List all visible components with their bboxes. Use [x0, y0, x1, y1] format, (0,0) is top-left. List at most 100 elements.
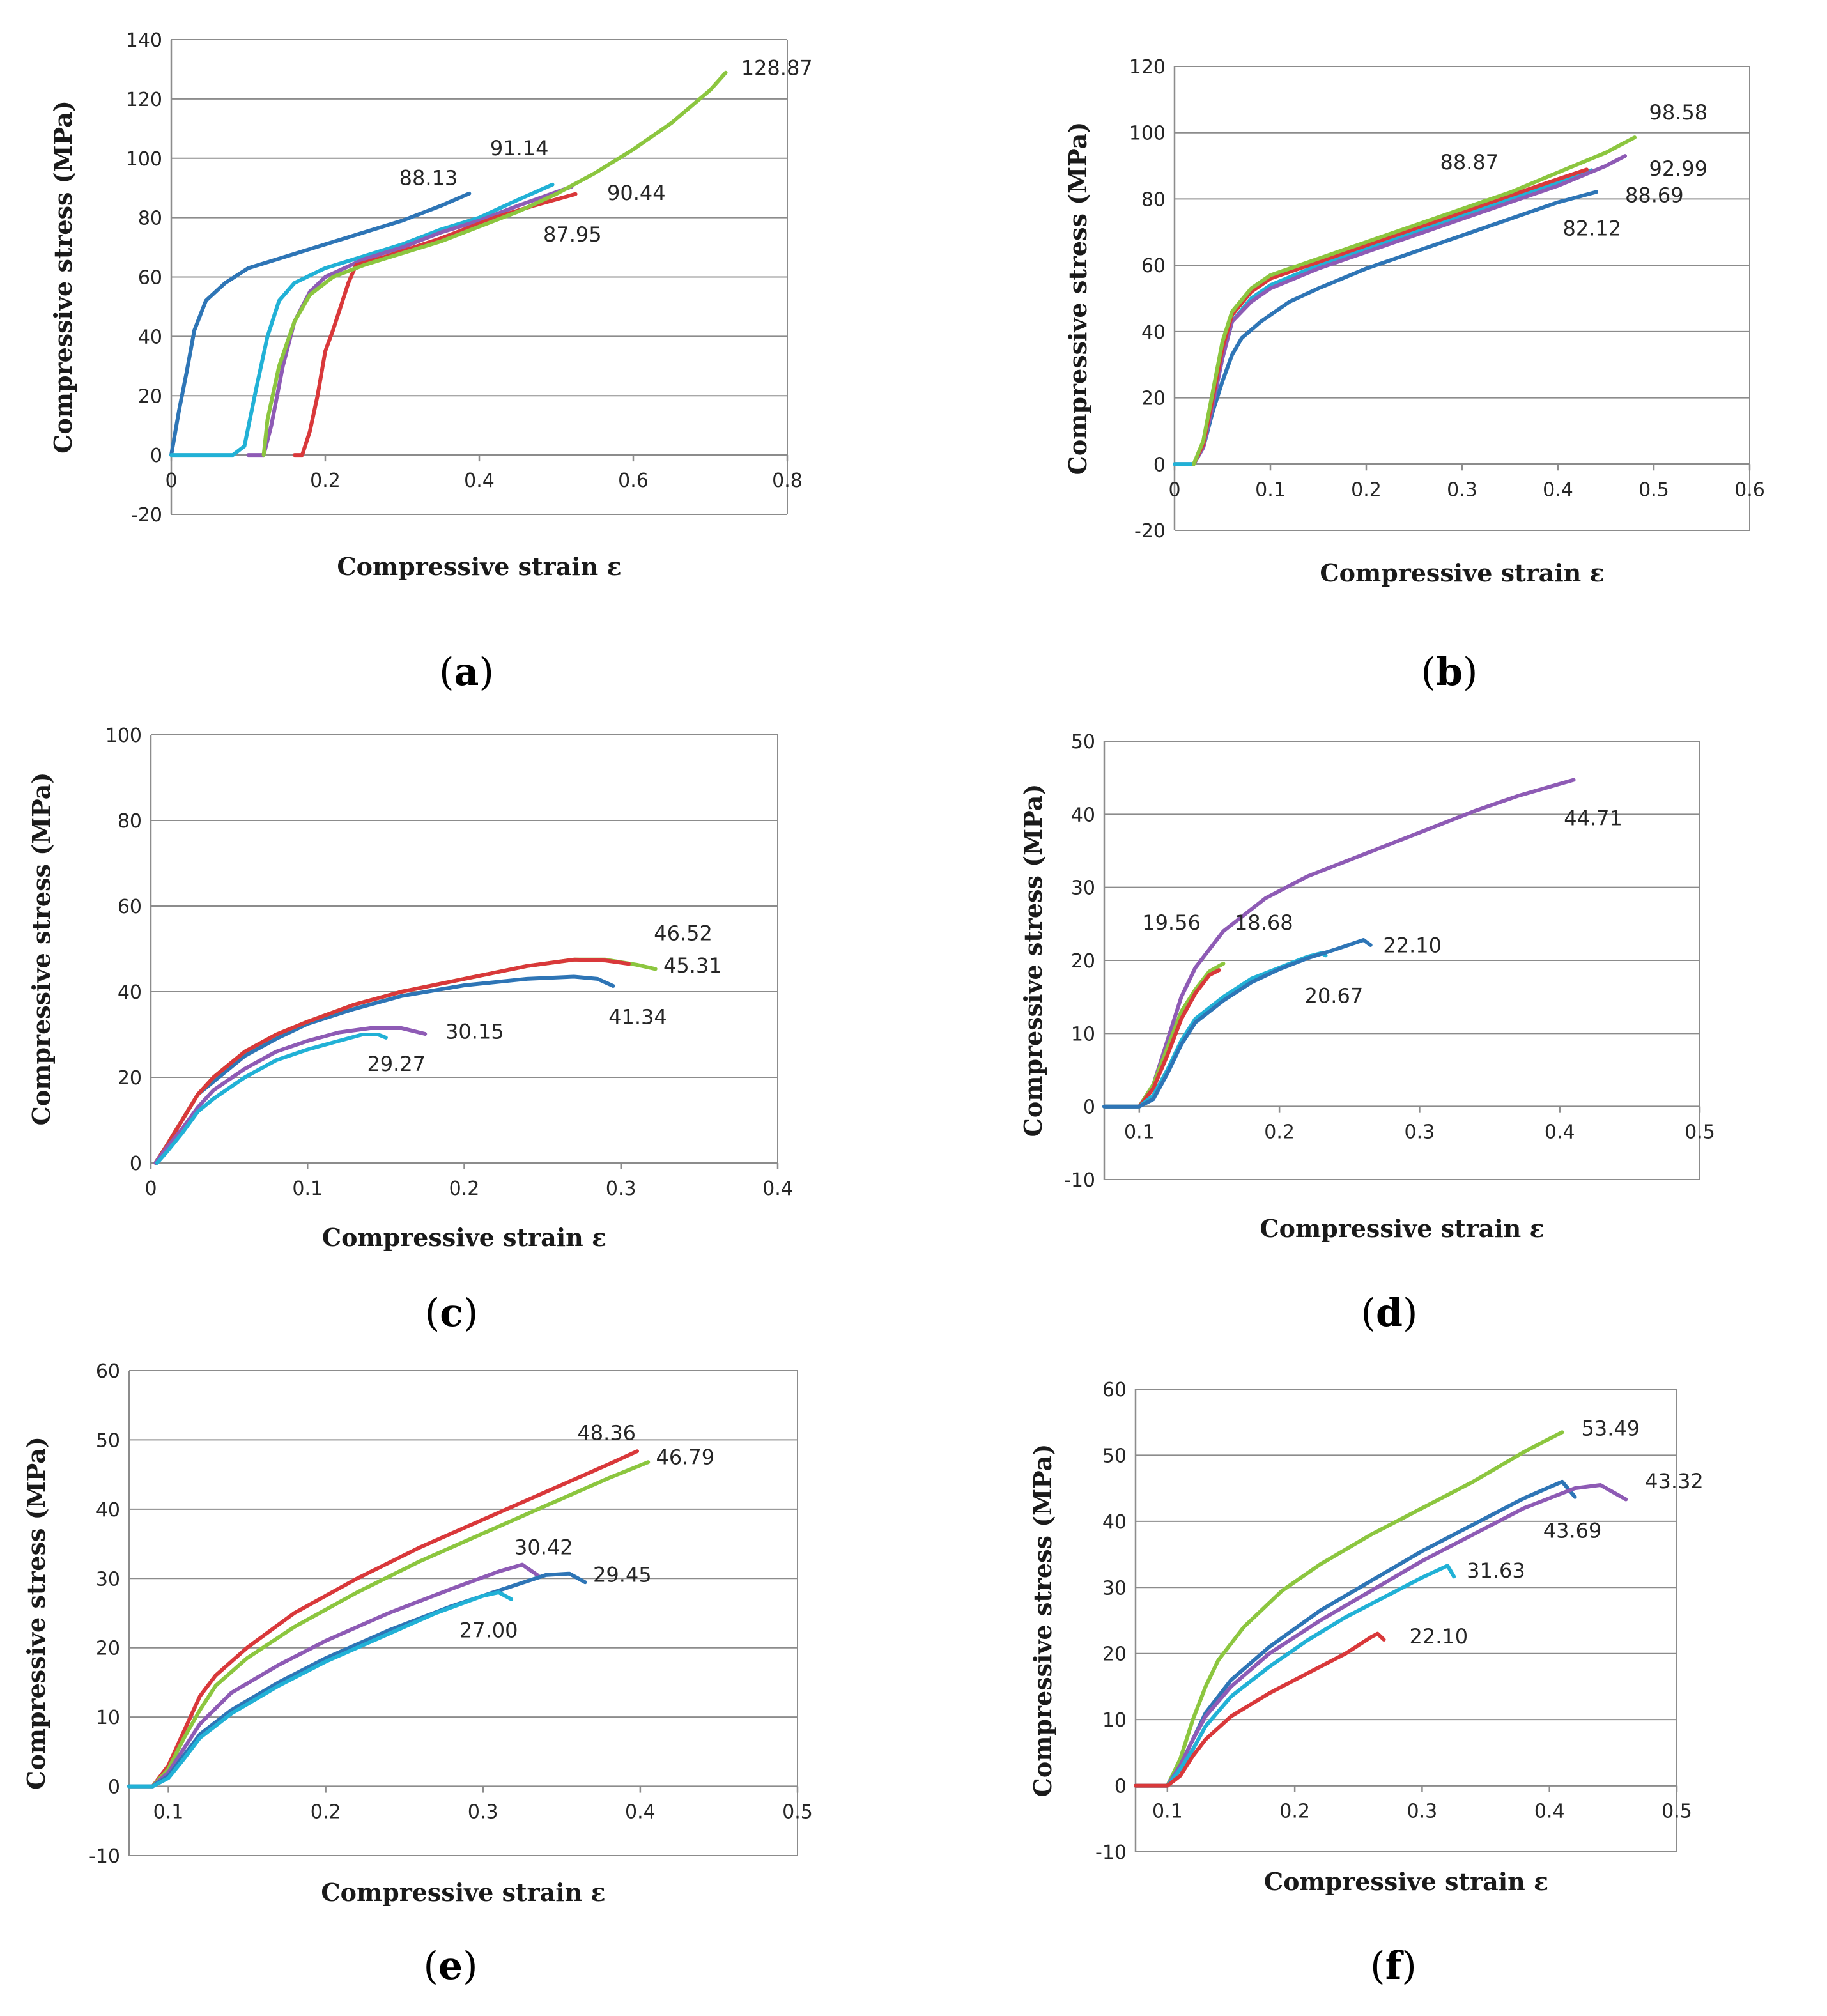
chart-f: -10 0 10 20 30 40 50 60 0.1 0.2 0.3 0.4 0.5 53.49 43.3… — [1028, 1379, 1704, 1989]
series-line-s1 — [1173, 190, 1598, 466]
x-tick-label: 0.4 — [1543, 479, 1573, 501]
y-tick-label: 0 — [1114, 1776, 1127, 1798]
x-tick-label: 0.2 — [1264, 1121, 1295, 1144]
y-tick-label: 10 — [1102, 1709, 1127, 1732]
y-tick-label: 40 — [1141, 321, 1166, 344]
y-tick-label: 40 — [96, 1499, 120, 1521]
x-tick-label: 0.6 — [1734, 479, 1765, 501]
x-tick-label: 0.2 — [310, 470, 341, 492]
panel-caption-letter: f — [1385, 1944, 1405, 1989]
peak-value-label: 31.63 — [1467, 1558, 1525, 1583]
x-tick-label: 0.1 — [1255, 479, 1286, 501]
series-line-s3 — [1192, 135, 1637, 466]
panel-caption: (b) — [1421, 650, 1478, 695]
y-axis-title: Compressive stress (MPa) — [27, 773, 56, 1126]
y-tick-label: 40 — [138, 326, 162, 348]
x-tick-label: 0 — [144, 1178, 157, 1200]
x-tick-label: 0.3 — [1407, 1801, 1438, 1823]
y-tick-label: 0 — [130, 1153, 142, 1175]
y-tick-label: -20 — [131, 504, 162, 527]
series-line-s3 — [127, 1460, 651, 1789]
y-tick-label: 50 — [96, 1429, 120, 1452]
panel-caption: (c) — [425, 1291, 478, 1335]
y-axis-title: Compressive stress (MPa) — [1063, 122, 1092, 475]
peak-value-label: 43.69 — [1543, 1519, 1602, 1543]
peak-value-label: 87.95 — [543, 222, 602, 247]
panel-caption-letter: d — [1376, 1291, 1403, 1335]
y-tick-label: 60 — [138, 267, 162, 289]
x-axis-title: Compressive strain ε — [1264, 1867, 1548, 1896]
x-tick-label: 0.6 — [618, 470, 649, 492]
y-tick-label: 0 — [108, 1776, 120, 1799]
y-tick-label: 20 — [1102, 1643, 1127, 1666]
y-tick-label: 50 — [1071, 731, 1095, 753]
chart-e: -10 0 10 20 30 40 50 60 0.1 0.2 0.3 0.4 0.5 48.36 46.7… — [22, 1360, 813, 1989]
y-tick-label: 100 — [105, 725, 142, 747]
panel-caption: (a) — [439, 650, 494, 695]
y-tick-label: 60 — [1141, 255, 1166, 277]
peak-value-label: 90.44 — [607, 181, 666, 205]
x-tick-label: 0.5 — [1684, 1121, 1715, 1144]
series-line-s4 — [246, 185, 574, 458]
series-line-s4 — [127, 1562, 540, 1789]
series-line-s1 — [1134, 1479, 1577, 1788]
y-tick-label: 80 — [138, 208, 162, 230]
peak-value-label: 22.10 — [1409, 1624, 1468, 1649]
chart-d: -10 0 10 20 30 40 50 0.1 0.2 0.3 0.4 0.5 44.71 19.56 1… — [1019, 731, 1715, 1335]
series-line-s3 — [1134, 1430, 1564, 1788]
y-tick-label: 0 — [1153, 454, 1166, 476]
x-axis-title: Compressive strain ε — [322, 1223, 606, 1252]
x-tick-label: 0.4 — [1545, 1121, 1575, 1144]
x-axis-title: Compressive strain ε — [321, 1878, 605, 1907]
y-tick-label: 40 — [1102, 1511, 1127, 1534]
x-axis-title: Compressive strain ε — [1260, 1214, 1544, 1243]
y-tick-label: 40 — [118, 981, 142, 1004]
x-tick-label: 0.3 — [1447, 479, 1477, 501]
peak-value-label: 128.87 — [741, 56, 813, 81]
panel-caption: (d) — [1361, 1291, 1418, 1335]
y-tick-label: -20 — [1134, 520, 1166, 542]
y-tick-label: 20 — [96, 1638, 120, 1660]
x-tick-label: 0.5 — [1661, 1801, 1692, 1823]
peak-value-label: 46.52 — [654, 921, 713, 946]
series-line-s5 — [1102, 951, 1328, 1109]
panel-caption-letter: a — [454, 650, 479, 695]
x-axis-title: Compressive strain ε — [1320, 558, 1604, 587]
y-tick-label: 100 — [1129, 123, 1166, 145]
series-line-s2 — [1134, 1631, 1386, 1788]
peak-value-label: 43.32 — [1645, 1469, 1704, 1493]
peak-value-label: 20.67 — [1305, 983, 1364, 1008]
peak-value-label: 98.58 — [1649, 100, 1708, 125]
peak-value-label: 29.27 — [367, 1052, 426, 1076]
y-tick-label: 30 — [1071, 877, 1095, 900]
peak-value-label: 92.99 — [1649, 157, 1708, 181]
x-tick-label: 0.4 — [464, 470, 495, 492]
x-tick-label: 0.1 — [153, 1801, 184, 1824]
y-tick-label: 60 — [1102, 1379, 1127, 1401]
x-tick-label: 0.3 — [1405, 1121, 1435, 1144]
peak-value-label: 45.31 — [663, 953, 722, 978]
y-tick-label: 20 — [118, 1067, 142, 1089]
y-tick-label: 50 — [1102, 1445, 1127, 1467]
peak-value-label: 18.68 — [1235, 911, 1293, 935]
series-line-s1 — [127, 1571, 587, 1789]
x-tick-label: 0.2 — [449, 1178, 480, 1200]
series-line-s5 — [127, 1590, 514, 1789]
series-line-s4 — [1134, 1483, 1628, 1788]
series-line-s5 — [1134, 1564, 1456, 1788]
peak-value-label: 44.71 — [1564, 806, 1623, 830]
peak-value-label: 19.56 — [1142, 911, 1201, 935]
y-tick-label: 40 — [1071, 804, 1095, 826]
x-tick-label: 0 — [1168, 479, 1180, 501]
x-tick-label: 0 — [165, 470, 177, 492]
x-tick-label: 0.1 — [1124, 1121, 1155, 1144]
x-tick-label: 0.4 — [1534, 1801, 1565, 1823]
series-line-s1 — [169, 191, 472, 458]
panel-caption-letter: c — [440, 1291, 463, 1335]
y-tick-label: 60 — [118, 896, 142, 918]
peak-value-label: 30.42 — [514, 1535, 573, 1559]
x-tick-label: 0.4 — [625, 1801, 656, 1824]
y-tick-label: 80 — [118, 810, 142, 833]
